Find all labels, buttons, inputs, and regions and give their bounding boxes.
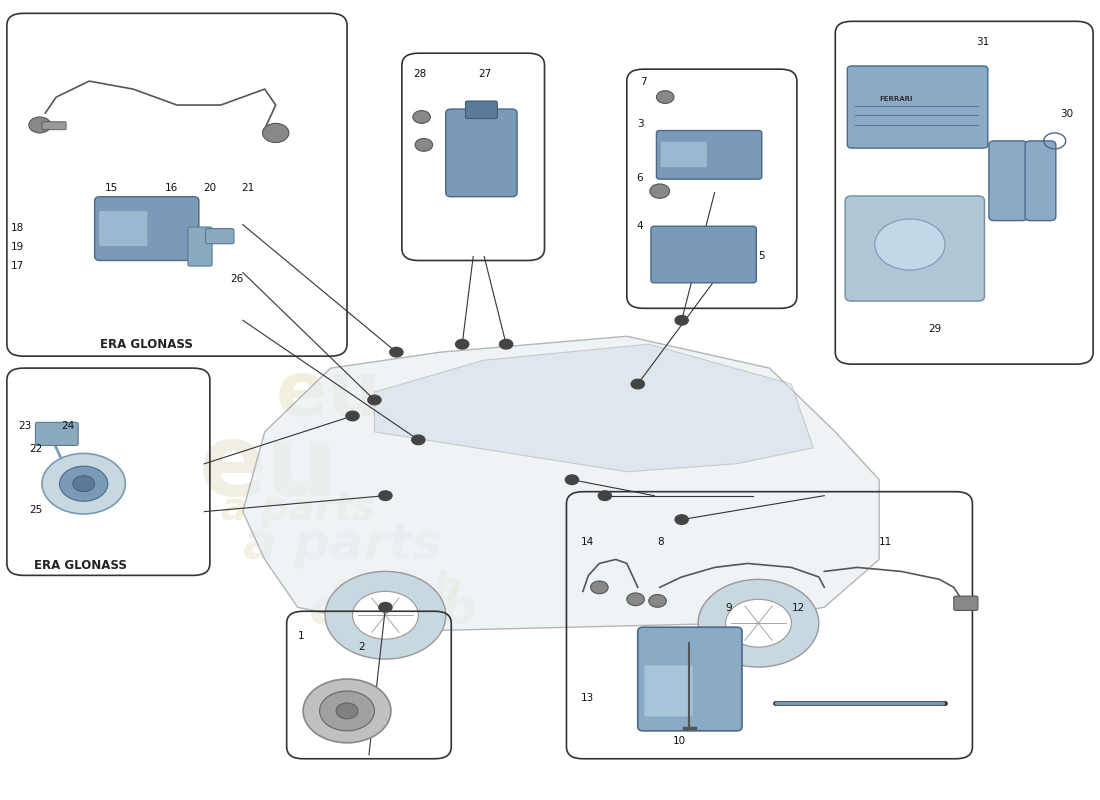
Text: eu: eu — [199, 420, 338, 517]
Circle shape — [650, 184, 670, 198]
Circle shape — [675, 515, 689, 524]
Text: FERRARI: FERRARI — [879, 96, 913, 102]
Text: 30: 30 — [1060, 109, 1074, 119]
Text: ce lab: ce lab — [309, 586, 476, 634]
FancyBboxPatch shape — [954, 596, 978, 610]
Circle shape — [412, 110, 430, 123]
Text: 10: 10 — [673, 736, 686, 746]
Text: 25: 25 — [29, 506, 42, 515]
Circle shape — [59, 466, 108, 502]
FancyBboxPatch shape — [638, 627, 743, 731]
Text: 1: 1 — [298, 631, 305, 641]
Circle shape — [42, 454, 125, 514]
Text: 14: 14 — [581, 537, 594, 547]
FancyBboxPatch shape — [465, 101, 497, 118]
Circle shape — [415, 138, 432, 151]
Circle shape — [874, 219, 945, 270]
Text: ERA GLONASS: ERA GLONASS — [100, 338, 192, 351]
Text: 17: 17 — [11, 262, 24, 271]
Text: a parts: a parts — [221, 490, 375, 527]
FancyBboxPatch shape — [95, 197, 199, 261]
FancyBboxPatch shape — [99, 211, 147, 246]
Text: 31: 31 — [976, 38, 989, 47]
PathPatch shape — [374, 344, 813, 472]
Text: ce lab: ce lab — [331, 570, 461, 607]
FancyBboxPatch shape — [446, 109, 517, 197]
Text: 26: 26 — [231, 274, 244, 284]
FancyBboxPatch shape — [42, 122, 66, 130]
Circle shape — [499, 339, 513, 349]
Circle shape — [565, 475, 579, 485]
Text: 12: 12 — [791, 603, 804, 614]
FancyBboxPatch shape — [661, 142, 707, 167]
Text: 27: 27 — [478, 69, 492, 79]
FancyBboxPatch shape — [657, 130, 762, 179]
Text: 22: 22 — [29, 444, 42, 454]
Circle shape — [73, 476, 95, 492]
FancyBboxPatch shape — [206, 229, 234, 244]
Text: 3: 3 — [637, 118, 644, 129]
Circle shape — [649, 594, 667, 607]
Circle shape — [326, 571, 446, 659]
FancyArrowPatch shape — [52, 438, 60, 458]
Circle shape — [631, 379, 645, 389]
Text: 11: 11 — [879, 537, 892, 547]
Text: a parts: a parts — [243, 522, 442, 570]
Circle shape — [367, 395, 381, 405]
FancyBboxPatch shape — [845, 196, 984, 301]
Circle shape — [304, 679, 390, 743]
FancyBboxPatch shape — [188, 227, 212, 266]
Circle shape — [352, 591, 418, 639]
FancyBboxPatch shape — [847, 66, 988, 148]
Text: 15: 15 — [104, 183, 118, 193]
Text: 8: 8 — [658, 537, 664, 547]
Text: 24: 24 — [62, 422, 75, 431]
Text: eu: eu — [276, 358, 382, 432]
Text: 20: 20 — [204, 183, 217, 193]
Circle shape — [378, 602, 392, 612]
Text: 19: 19 — [11, 242, 24, 252]
Text: ERA GLONASS: ERA GLONASS — [34, 559, 128, 572]
FancyBboxPatch shape — [989, 141, 1027, 221]
Text: 28: 28 — [412, 69, 426, 79]
Text: 16: 16 — [165, 183, 178, 193]
Text: 4: 4 — [637, 221, 644, 230]
Circle shape — [345, 411, 359, 421]
FancyBboxPatch shape — [645, 666, 693, 717]
Circle shape — [378, 491, 392, 501]
FancyBboxPatch shape — [651, 226, 757, 283]
Text: 21: 21 — [242, 183, 255, 193]
Circle shape — [263, 123, 289, 142]
Circle shape — [389, 347, 403, 357]
Text: 2: 2 — [358, 642, 364, 652]
Text: 9: 9 — [726, 603, 733, 614]
Text: 5: 5 — [759, 251, 766, 261]
Text: 7: 7 — [640, 77, 647, 87]
Circle shape — [657, 90, 674, 103]
Circle shape — [627, 593, 645, 606]
Circle shape — [591, 581, 608, 594]
Circle shape — [675, 315, 689, 325]
FancyBboxPatch shape — [35, 422, 78, 446]
Text: 29: 29 — [928, 324, 942, 334]
PathPatch shape — [243, 336, 879, 631]
Circle shape — [598, 491, 612, 501]
Circle shape — [320, 691, 374, 731]
Text: 6: 6 — [637, 173, 644, 182]
FancyBboxPatch shape — [1025, 141, 1056, 221]
Text: 13: 13 — [581, 694, 594, 703]
Circle shape — [726, 599, 791, 647]
Circle shape — [411, 435, 425, 445]
Text: 23: 23 — [18, 422, 31, 431]
Circle shape — [455, 339, 469, 349]
Circle shape — [29, 117, 51, 133]
Text: 18: 18 — [11, 223, 24, 233]
Circle shape — [698, 579, 818, 667]
Circle shape — [336, 703, 358, 719]
